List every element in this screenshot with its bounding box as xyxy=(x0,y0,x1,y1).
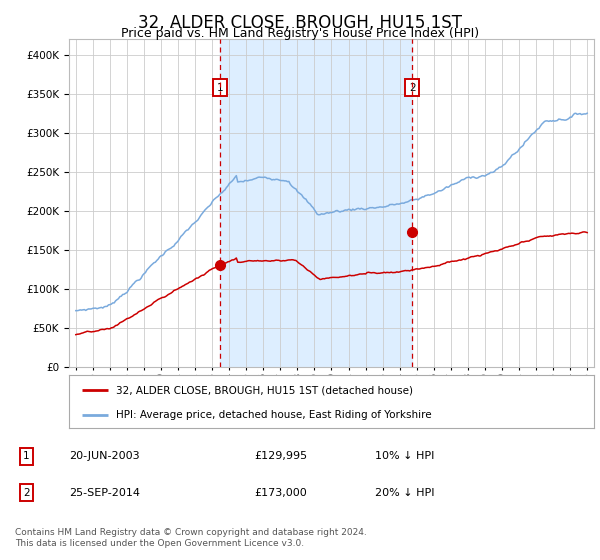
Text: £129,995: £129,995 xyxy=(254,451,307,461)
Text: £173,000: £173,000 xyxy=(254,488,307,498)
Text: HPI: Average price, detached house, East Riding of Yorkshire: HPI: Average price, detached house, East… xyxy=(116,410,432,420)
Text: 2: 2 xyxy=(409,82,415,92)
Text: 2: 2 xyxy=(23,488,30,498)
Text: 1: 1 xyxy=(217,82,224,92)
Text: 25-SEP-2014: 25-SEP-2014 xyxy=(70,488,140,498)
Text: 32, ALDER CLOSE, BROUGH, HU15 1ST (detached house): 32, ALDER CLOSE, BROUGH, HU15 1ST (detac… xyxy=(116,385,413,395)
Text: 10% ↓ HPI: 10% ↓ HPI xyxy=(375,451,434,461)
Text: 32, ALDER CLOSE, BROUGH, HU15 1ST: 32, ALDER CLOSE, BROUGH, HU15 1ST xyxy=(138,14,462,32)
Text: This data is licensed under the Open Government Licence v3.0.: This data is licensed under the Open Gov… xyxy=(15,539,304,548)
Bar xyxy=(220,39,412,367)
Text: Price paid vs. HM Land Registry's House Price Index (HPI): Price paid vs. HM Land Registry's House … xyxy=(121,27,479,40)
Text: 20-JUN-2003: 20-JUN-2003 xyxy=(70,451,140,461)
Text: 1: 1 xyxy=(23,451,30,461)
Text: 20% ↓ HPI: 20% ↓ HPI xyxy=(375,488,434,498)
Text: Contains HM Land Registry data © Crown copyright and database right 2024.: Contains HM Land Registry data © Crown c… xyxy=(15,528,367,536)
